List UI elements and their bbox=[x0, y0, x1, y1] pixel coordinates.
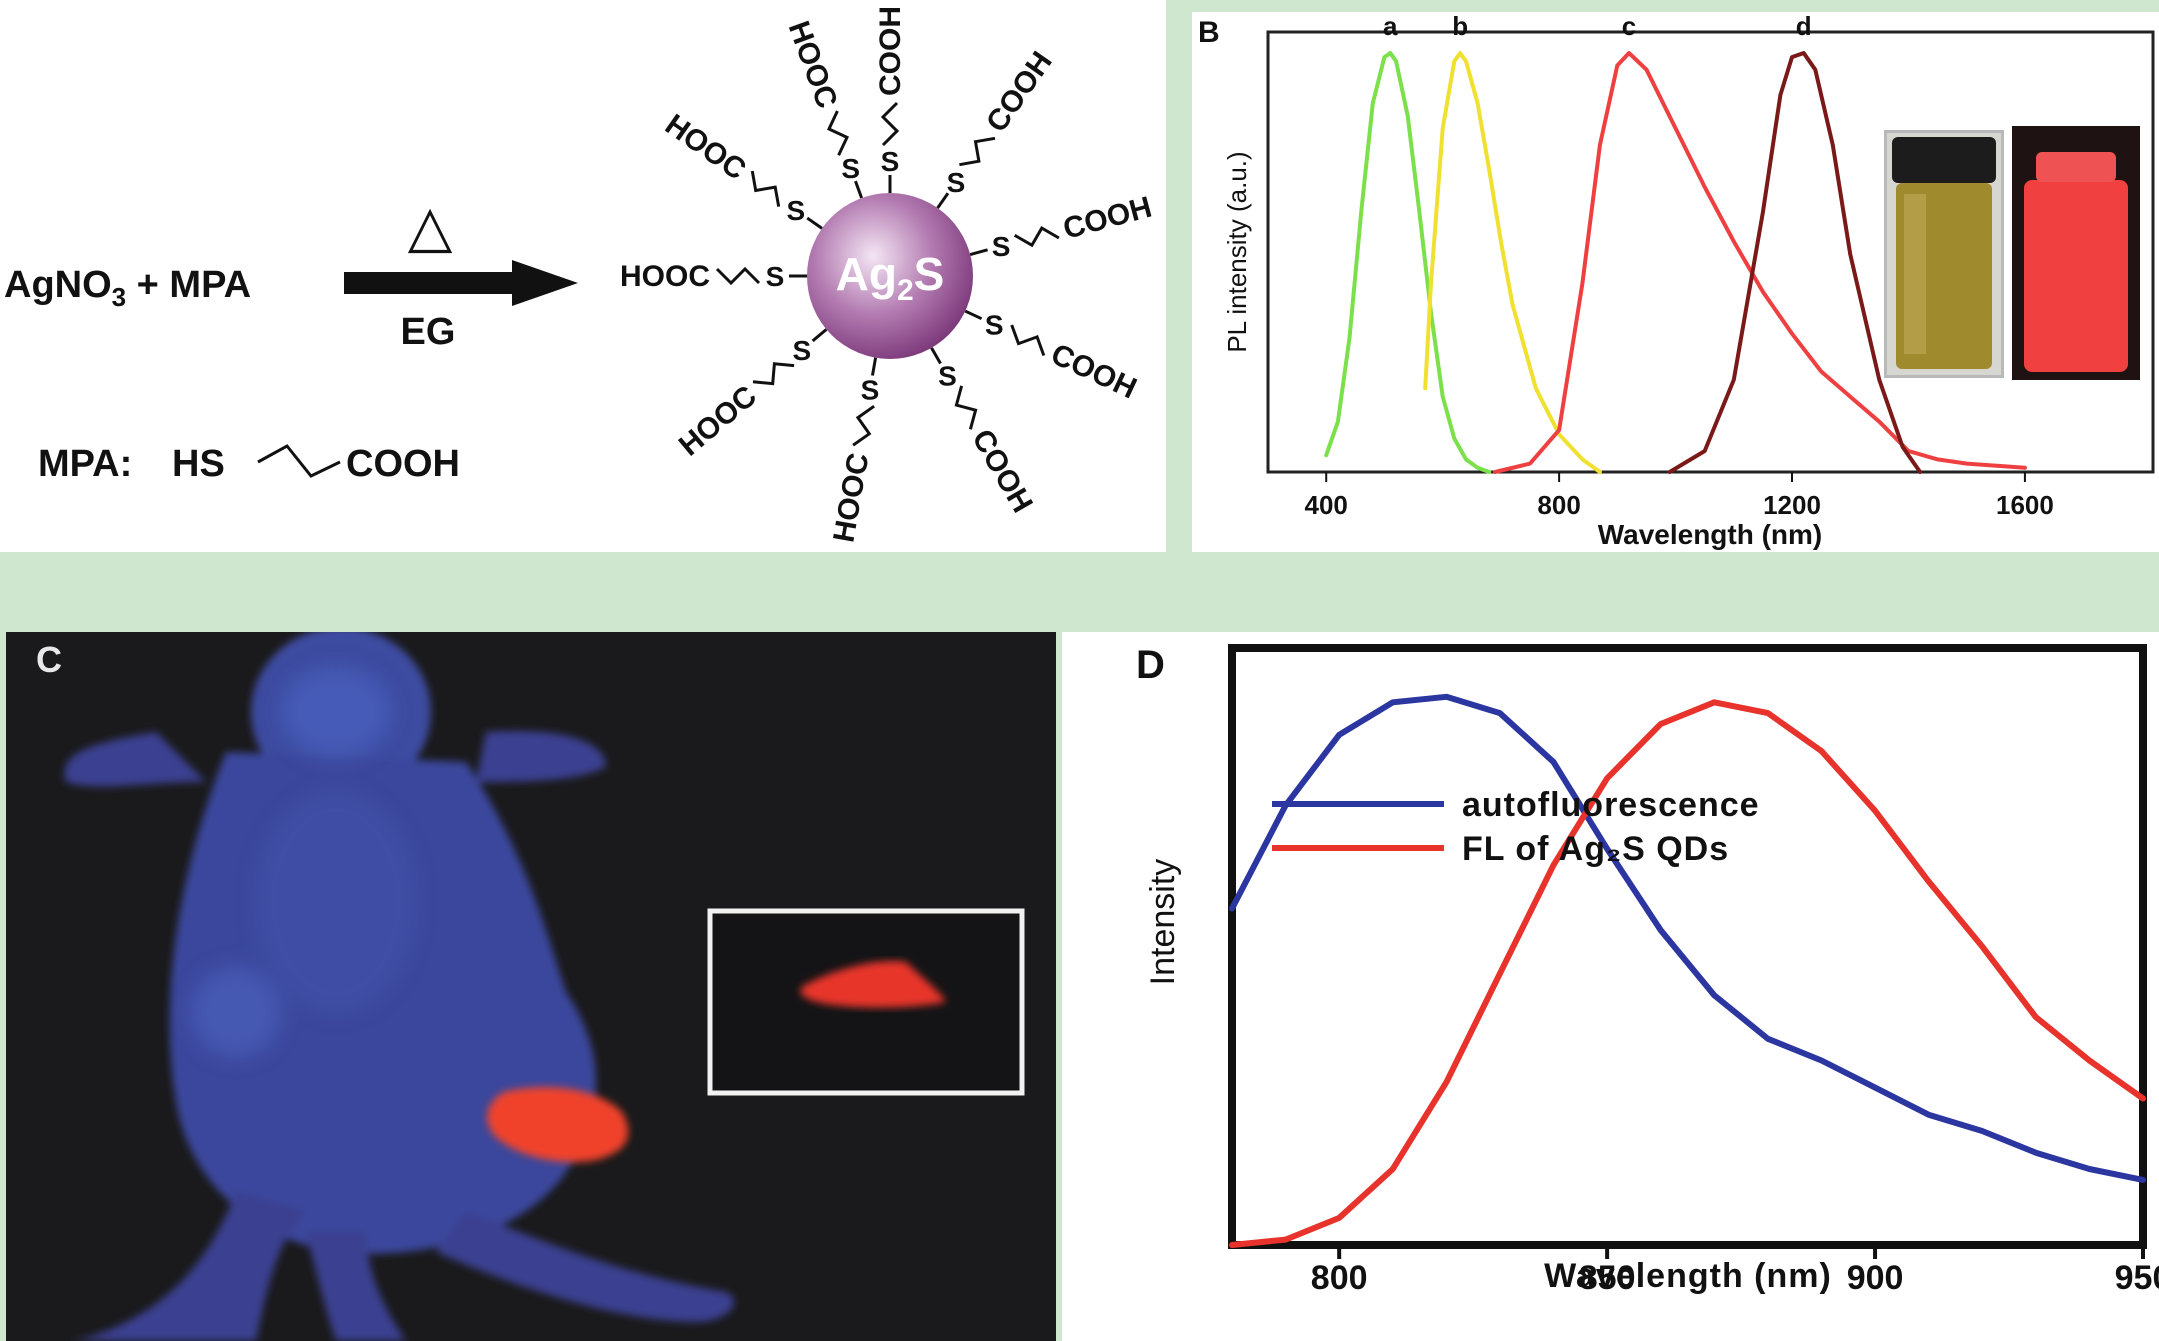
autofluorescence-vs-qd-chart: D 800 850 900 950 autofluorescence FL of Ag₂… bbox=[1136, 643, 2159, 1297]
ligand-carboxyl: HOOC bbox=[620, 260, 710, 293]
legend-d: autofluorescence FL of Ag₂S QDs bbox=[1272, 786, 1760, 868]
series-line-0 bbox=[1324, 51, 1492, 474]
series-line-1 bbox=[1423, 51, 1602, 474]
synthesis-scheme: AgNO3 + MPA △ EG MPA: HS COOH S COOH S COOH… bbox=[4, 6, 1155, 545]
ligand-carboxyl: HOOC bbox=[827, 450, 875, 544]
plot-frame-b bbox=[1266, 30, 2155, 474]
autofluorescence-glow bbox=[191, 667, 416, 1057]
ligand-carboxyl: HOOC bbox=[673, 379, 763, 462]
ligand-chain bbox=[1010, 324, 1046, 357]
ligand-carboxyl: HOOC bbox=[659, 108, 752, 187]
ligand-sulfur: S bbox=[861, 374, 880, 405]
ligand-bond bbox=[854, 180, 864, 199]
ligand-sulfur: S bbox=[881, 146, 900, 177]
ligand-bond bbox=[806, 216, 823, 230]
mouse-body bbox=[64, 632, 735, 1341]
y-axis-label-d: Intensity bbox=[1144, 859, 1182, 986]
ligand-sulfur: S bbox=[766, 261, 785, 292]
x-ticks-b: 400 800 1200 1600 bbox=[1305, 472, 2054, 520]
ligand-sulfur: S bbox=[947, 167, 966, 198]
tumor-inset bbox=[707, 908, 1025, 1096]
mpa-cooh-label: COOH bbox=[346, 443, 460, 485]
ligand-carboxyl: COOH bbox=[1060, 191, 1155, 246]
tumor-signal bbox=[487, 1087, 629, 1163]
ligand-carboxyl: HOOC bbox=[782, 17, 844, 113]
series-line-0 bbox=[1229, 693, 2146, 1183]
ligand-bond bbox=[870, 357, 878, 376]
panel-d-spectra: D 800 850 900 950 autofluorescence FL of Ag₂… bbox=[1062, 632, 2159, 1341]
ligand-chain bbox=[750, 170, 781, 207]
ligand-chain bbox=[827, 110, 849, 156]
panel-a-synthesis-scheme: AgNO3 + MPA △ EG MPA: HS COOH S COOH S COOH… bbox=[0, 0, 1166, 552]
pl-spectra-chart: B 400 800 1200 1600 a b c d PL intensity (a.u.… bbox=[1198, 12, 2155, 550]
vial-photo-nir bbox=[2012, 126, 2140, 380]
series-group-d bbox=[1229, 693, 2146, 1248]
ligand-chain bbox=[880, 101, 900, 147]
ligand-sulfur: S bbox=[793, 335, 812, 366]
solvent-label: EG bbox=[401, 311, 456, 353]
ligand-sulfur: S bbox=[841, 153, 860, 184]
series-line-3 bbox=[1667, 51, 1923, 474]
ligand-carboxyl: COOH bbox=[874, 6, 907, 96]
x-tick-label: 1600 bbox=[1996, 490, 2054, 520]
panel-letter-c: C bbox=[36, 639, 62, 680]
x-tick-label: 1200 bbox=[1763, 490, 1821, 520]
plot-frame-d bbox=[1228, 644, 2147, 1249]
x-tick-label: 850 bbox=[1579, 1259, 1636, 1297]
mpa-chain bbox=[257, 444, 341, 478]
ligand-bond bbox=[969, 248, 988, 256]
series-labels-b: a b c d bbox=[1383, 12, 1812, 41]
x-axis-label-d: Wavelength (nm) bbox=[1544, 1257, 1832, 1295]
x-tick-label: 900 bbox=[1847, 1259, 1904, 1297]
mpa-label: MPA: bbox=[38, 443, 132, 485]
series-label-c: c bbox=[1622, 12, 1636, 41]
heat-symbol: △ bbox=[408, 194, 453, 259]
ligand-chain bbox=[954, 385, 978, 430]
mpa-hs-label: HS bbox=[172, 443, 225, 485]
panel-letter-d: D bbox=[1136, 643, 1165, 687]
ligand-chain bbox=[959, 136, 996, 167]
mouse-fluorescence-image: C bbox=[36, 632, 1025, 1341]
reactants-label: AgNO3 + MPA bbox=[4, 264, 251, 312]
panel-letter-b: B bbox=[1198, 16, 1220, 49]
legend-label-0: autofluorescence bbox=[1462, 786, 1760, 824]
panel-c-in-vivo-image: C bbox=[6, 632, 1056, 1341]
ligand-chain bbox=[752, 362, 795, 386]
series-label-b: b bbox=[1452, 12, 1468, 41]
ligand-bond bbox=[930, 347, 942, 365]
y-axis-label-b: PL intensity (a.u.) bbox=[1222, 151, 1252, 352]
ligand-sulfur: S bbox=[985, 310, 1004, 341]
ligand-bond bbox=[811, 328, 828, 343]
reaction-arrow bbox=[344, 260, 578, 306]
x-tick-label: 800 bbox=[1311, 1259, 1368, 1297]
x-axis-label-b: Wavelength (nm) bbox=[1598, 519, 1823, 550]
ligand-carboxyl: COOH bbox=[1046, 338, 1142, 406]
x-ticks-d: 800 850 900 950 bbox=[1311, 1245, 2159, 1297]
ligand-chain bbox=[715, 266, 761, 286]
panel-b-pl-spectra: B 400 800 1200 1600 a b c d PL intensity (a.u.… bbox=[1192, 12, 2159, 552]
x-tick-label: 400 bbox=[1305, 490, 1348, 520]
ligand-chain bbox=[1013, 226, 1060, 248]
ligand-carboxyl: COOH bbox=[980, 46, 1059, 139]
core-label: Ag2S bbox=[836, 248, 945, 307]
series-line-1 bbox=[1229, 699, 2146, 1248]
ag2s-core bbox=[807, 193, 973, 359]
x-tick-label: 950 bbox=[2115, 1259, 2159, 1297]
series-label-d: d bbox=[1796, 12, 1812, 41]
ligand-carboxyl: COOH bbox=[965, 424, 1039, 518]
series-group-b bbox=[1324, 51, 2027, 474]
x-tick-label: 800 bbox=[1537, 490, 1580, 520]
series-label-a: a bbox=[1383, 12, 1398, 41]
ligand-chain bbox=[852, 404, 875, 447]
ligand-sulfur: S bbox=[786, 195, 805, 226]
ligand-sulfur: S bbox=[938, 361, 957, 392]
ligand-bond bbox=[936, 192, 950, 209]
legend-label-1: FL of Ag₂S QDs bbox=[1462, 830, 1729, 868]
vial-photo-daylight bbox=[1884, 130, 2004, 378]
ligand-bond bbox=[964, 309, 983, 321]
ligand-sulfur: S bbox=[992, 231, 1011, 262]
